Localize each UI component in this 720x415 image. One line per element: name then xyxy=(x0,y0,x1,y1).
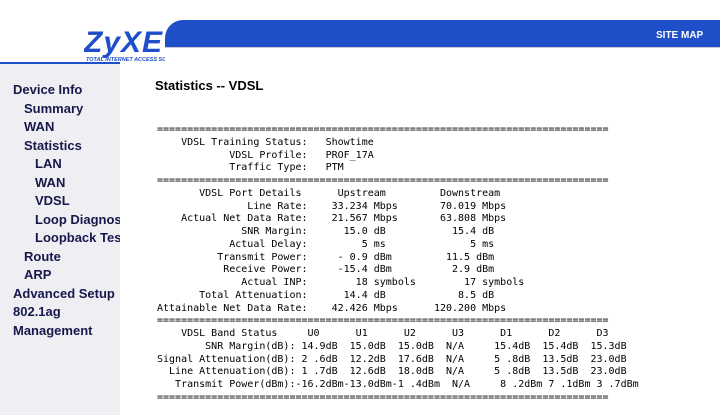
stats-line: VDSL Port Details Upstream Downstream xyxy=(157,187,501,199)
stats-line: ========================================… xyxy=(157,391,609,403)
stats-line: ========================================… xyxy=(157,175,609,186)
menu-item[interactable]: WAN xyxy=(35,174,66,190)
menu-item[interactable]: Loop Diagnos xyxy=(35,211,120,227)
stats-line: Actual INP: 18 symbols 17 symbols xyxy=(157,277,525,288)
menu-item[interactable]: ARP xyxy=(24,267,52,282)
menu-item[interactable]: 802.1ag xyxy=(13,304,61,319)
stats-line: Actual Delay: 5 ms 5 ms xyxy=(157,238,495,250)
stats-line: VDSL Band Status U0 U1 U2 U3 D1 D2 D3 xyxy=(157,328,609,339)
statistics-block: ========================================… xyxy=(157,124,639,405)
stats-line: Line Rate: 33.234 Mbps 70.019 Mbps xyxy=(157,200,507,212)
stats-line: Transmit Power: - 0.9 dBm 11.5 dBm xyxy=(157,251,495,263)
menu-item[interactable]: VDSL xyxy=(35,193,70,208)
menu-item[interactable]: LAN xyxy=(35,156,62,171)
stats-line: Traffic Type: PTM xyxy=(157,162,344,174)
menu-item[interactable]: Route xyxy=(24,248,61,264)
menu-item[interactable]: Advanced Setup xyxy=(13,285,115,301)
stats-line: SNR Margin: 15.0 dB 15.4 dB xyxy=(157,226,495,237)
menu-item[interactable]: Statistics xyxy=(24,137,82,153)
stats-line: ========================================… xyxy=(157,124,609,135)
stats-line: Actual Net Data Rate: 21.567 Mbps 63.808… xyxy=(157,213,507,225)
stats-line: Signal Attenuation(dB): 2 .6dB 12.2dB 17… xyxy=(157,353,627,365)
stats-line: ========================================… xyxy=(157,315,609,327)
logo: ZyXE xyxy=(84,26,164,59)
site-map-link[interactable]: SITE MAP xyxy=(656,30,704,41)
stats-line: VDSL Profile: PROF_17A xyxy=(157,149,374,161)
top-divider xyxy=(165,47,720,48)
page-title: Statistics -- VDSL xyxy=(155,78,264,93)
menu-item[interactable]: WAN xyxy=(24,119,55,134)
menu-item[interactable]: Management xyxy=(13,322,93,338)
stats-line: VDSL Training Status: Showtime xyxy=(157,136,374,148)
menu-item[interactable]: Summary xyxy=(24,100,84,116)
stats-line: SNR Margin(dB): 14.9dB 15.0dB 15.0dB N/A… xyxy=(157,340,627,352)
top-bar xyxy=(165,20,720,47)
stats-line: Total Attenuation: 14.4 dB 8.5 dB xyxy=(157,289,495,301)
menu-item[interactable]: Loopback Tes xyxy=(35,230,120,245)
sidebar: Device Info Summary WAN Statistics LAN WAN VDS… xyxy=(0,62,120,415)
logo-tagline: TOTAL INTERNET ACCESS SOL xyxy=(86,57,165,63)
stats-line: Attainable Net Data Rate: 42.426 Mbps 12… xyxy=(157,302,507,314)
stats-line: Transmit Power(dBm):-16.2dBm-13.0dBm-1 .… xyxy=(157,379,639,390)
stats-line: Receive Power: -15.4 dBm 2.9 dBm xyxy=(157,264,495,276)
stats-line: Line Attenuation(dB): 1 .7dB 12.6dB 18.0… xyxy=(157,366,627,378)
menu-item[interactable]: Device Info xyxy=(13,82,83,97)
